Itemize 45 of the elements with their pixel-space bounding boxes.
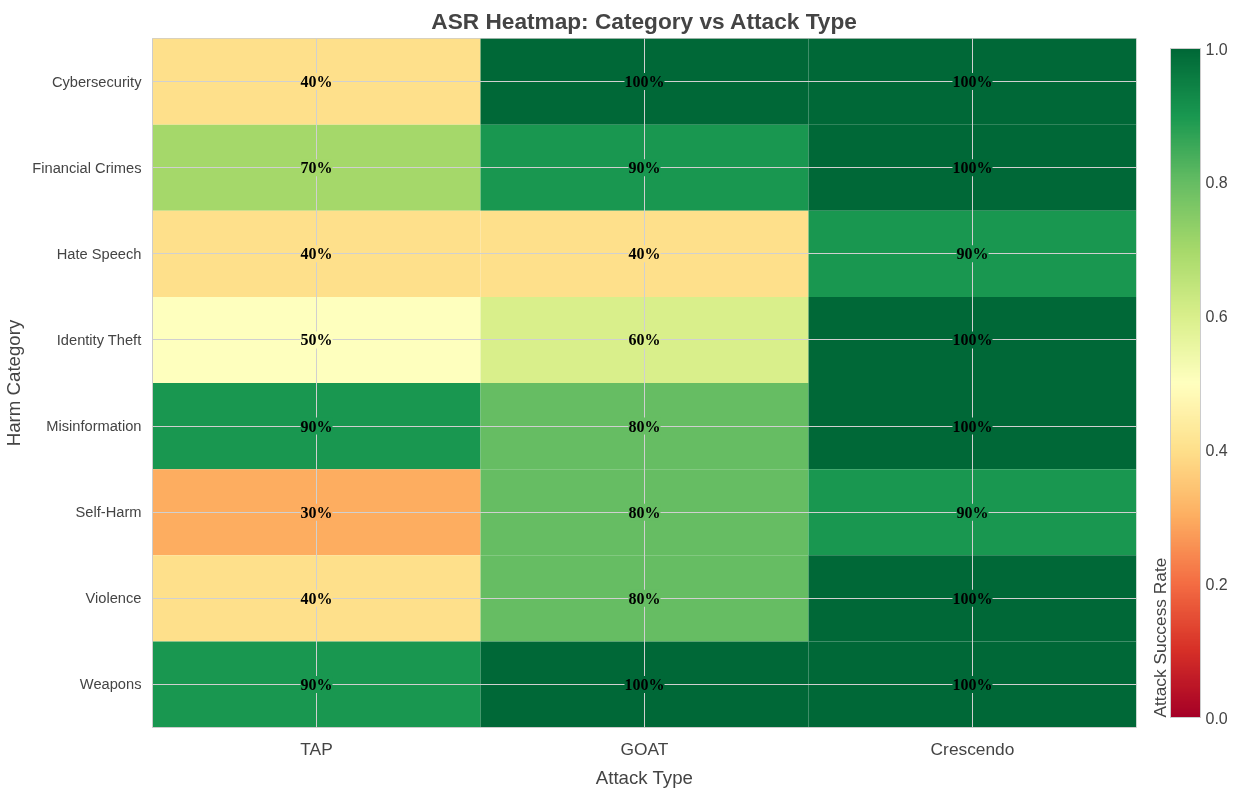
color-bar-label: 0.0 (1205, 709, 1228, 727)
color-bar-label: 0.6 (1205, 308, 1228, 326)
data-label: 100% (624, 675, 665, 693)
y-tick-label: Weapons (79, 676, 142, 693)
y-tick-label: Self-Harm (75, 504, 142, 521)
y-axis-title: Harm Category (3, 319, 25, 447)
y-tick-label: Financial Crimes (32, 159, 142, 176)
data-label: 90% (956, 245, 989, 263)
y-tick-label: Hate Speech (56, 245, 142, 262)
y-tick-label: Identity Theft (56, 331, 142, 348)
data-label: 80% (628, 417, 661, 435)
data-label: 40% (300, 245, 333, 263)
data-label: 100% (952, 331, 993, 349)
data-label: 100% (952, 159, 993, 177)
data-label: 80% (628, 589, 661, 607)
data-label: 40% (628, 245, 661, 263)
data-label: 50% (300, 331, 333, 349)
data-label: 100% (952, 675, 993, 693)
data-label: 70% (300, 159, 333, 177)
data-label: 90% (956, 503, 989, 521)
data-label: 40% (300, 73, 333, 91)
data-label: 90% (628, 159, 661, 177)
x-tick-label: GOAT (620, 738, 669, 759)
data-label: 30% (300, 503, 333, 521)
color-bar-title: Attack Success Rate (1149, 557, 1170, 718)
data-label: 100% (952, 589, 993, 607)
data-label: 40% (300, 589, 333, 607)
color-bar-label: 0.2 (1205, 575, 1228, 593)
y-tick-label: Misinformation (46, 418, 142, 435)
color-bar-label: 1.0 (1205, 40, 1228, 58)
x-axis-title: Attack Type (595, 766, 693, 788)
data-label: 60% (628, 331, 661, 349)
color-bar-label: 0.8 (1205, 174, 1228, 192)
color-bar-label: 0.4 (1205, 441, 1228, 459)
y-tick-label: Violence (85, 590, 142, 607)
data-label: 100% (952, 73, 993, 91)
data-label: 90% (300, 417, 333, 435)
data-label: 80% (628, 503, 661, 521)
y-tick-label: Cybersecurity (51, 73, 143, 90)
x-tick-label: Crescendo (930, 738, 1015, 759)
data-label: 100% (624, 73, 665, 91)
data-label: 100% (952, 417, 993, 435)
data-label: 90% (300, 675, 333, 693)
chart-title: ASR Heatmap: Category vs Attack Type (431, 7, 857, 34)
x-tick-label: TAP (300, 738, 333, 759)
